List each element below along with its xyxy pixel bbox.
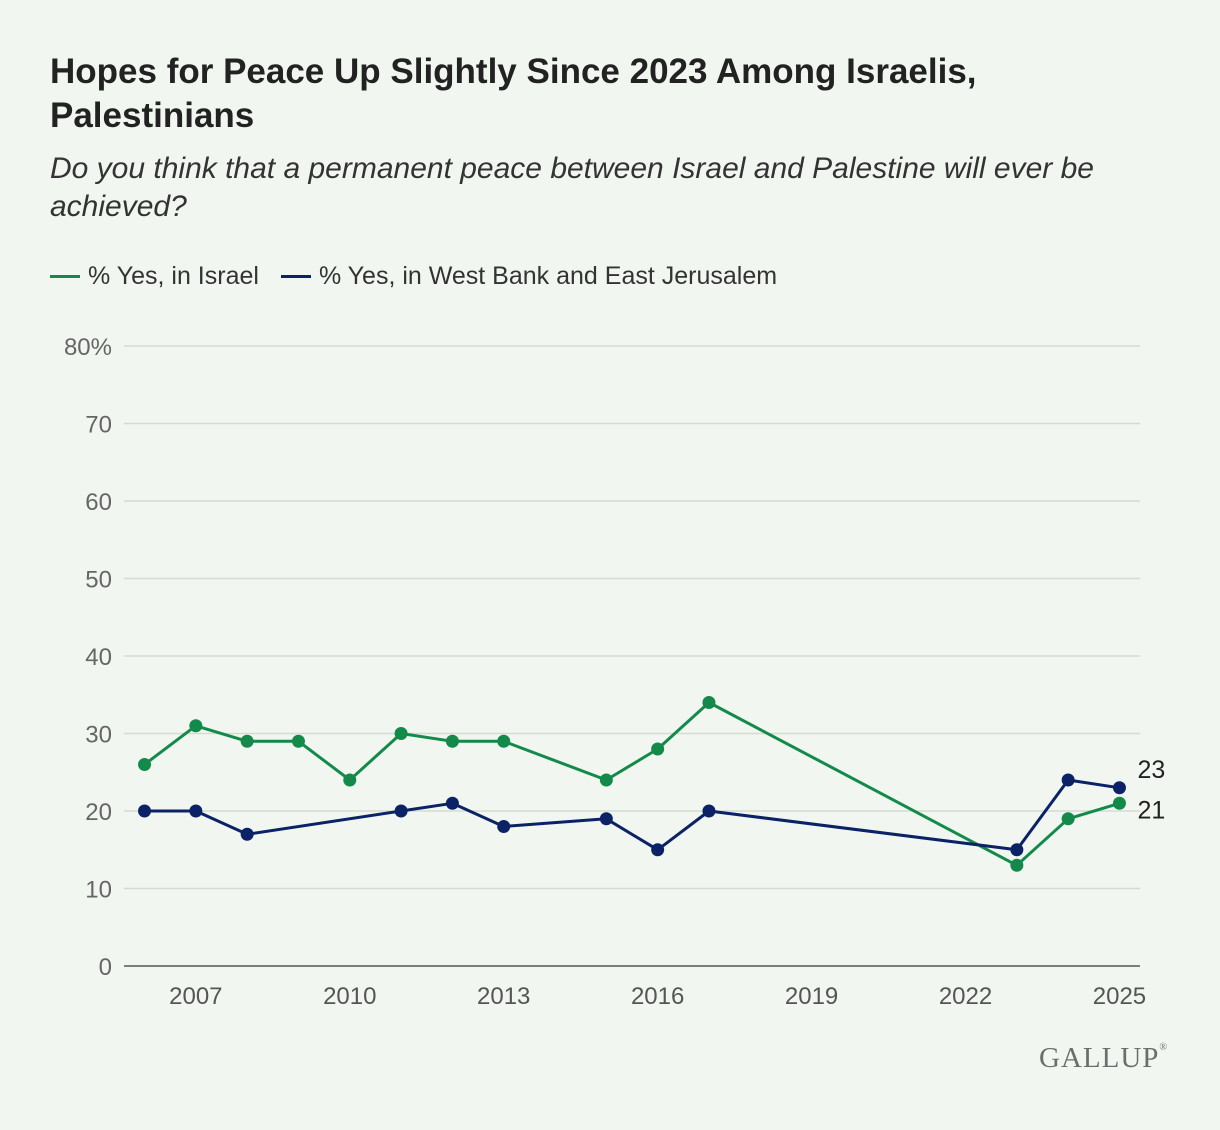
data-point-0: [138, 758, 152, 771]
data-point-0: [189, 719, 203, 733]
x-tick-label: 2010: [323, 983, 376, 1010]
legend-swatch-west-bank: [280, 275, 311, 278]
y-tick-label: 70: [85, 412, 112, 439]
legend-label-israel: % Yes, in Israel: [88, 262, 259, 290]
data-point-0: [394, 727, 408, 740]
series-line-0: [143, 701, 1120, 867]
data-point-0: [1061, 812, 1075, 826]
y-tick-label: 10: [85, 877, 112, 904]
y-tick-label: 60: [85, 489, 112, 516]
data-point-1: [445, 796, 459, 810]
data-point-1: [1061, 773, 1075, 787]
gallup-logo: GALLUP®: [1039, 1042, 1168, 1075]
x-tick-label: 2025: [1093, 983, 1146, 1010]
y-tick-label: 0: [99, 954, 112, 981]
y-tick-label: 40: [85, 644, 112, 671]
chart-subtitle: Do you think that a permanent peace betw…: [50, 152, 1094, 223]
x-tick-label: 2007: [169, 983, 222, 1010]
legend-swatch-israel: [50, 275, 80, 278]
data-point-0: [291, 734, 305, 748]
data-point-0: [497, 734, 511, 748]
data-point-1: [1112, 781, 1126, 795]
chart-title: Hopes for Peace Up Slightly Since 2023 A…: [50, 52, 977, 135]
data-point-0: [599, 773, 613, 787]
data-point-0: [1010, 858, 1024, 872]
data-point-1: [1010, 843, 1024, 857]
x-tick-label: 2019: [785, 983, 838, 1010]
data-point-1: [189, 804, 203, 818]
x-tick-label: 2022: [939, 983, 992, 1010]
data-point-1: [497, 820, 511, 833]
y-tick-label: 20: [85, 799, 112, 826]
series-line-1: [144, 778, 1120, 852]
legend: % Yes, in Israel % Yes, in West Bank and…: [50, 262, 777, 291]
end-label-0: 21: [1137, 796, 1165, 824]
brand-mark: ®: [1159, 1042, 1168, 1053]
legend-item-west-bank: % Yes, in West Bank and East Jerusalem: [280, 262, 778, 291]
data-point-1: [138, 804, 152, 818]
end-label-1: 23: [1137, 756, 1165, 784]
data-point-0: [702, 696, 716, 709]
data-point-0: [1112, 796, 1126, 810]
data-point-0: [445, 734, 459, 748]
x-tick-label: 2016: [631, 983, 684, 1010]
data-point-1: [240, 827, 254, 841]
brand-name: GALLUP: [1039, 1042, 1160, 1074]
data-point-1: [702, 804, 716, 818]
y-tick-label: 80%: [64, 334, 112, 361]
data-point-1: [599, 812, 613, 826]
y-tick-label: 50: [85, 567, 112, 594]
x-tick-label: 2013: [477, 983, 530, 1010]
y-tick-label: 30: [85, 722, 112, 749]
legend-item-israel: % Yes, in Israel: [50, 262, 259, 291]
data-point-1: [394, 804, 408, 818]
data-point-0: [240, 734, 254, 748]
legend-label-west-bank: % Yes, in West Bank and East Jerusalem: [318, 262, 778, 290]
data-point-0: [343, 773, 357, 787]
data-point-0: [651, 742, 665, 756]
data-point-1: [651, 843, 665, 857]
line-chart: 0 10 20 30 40 50 60 70 80% 2007 2010 2013 2016 2019 20…: [64, 334, 1165, 1010]
